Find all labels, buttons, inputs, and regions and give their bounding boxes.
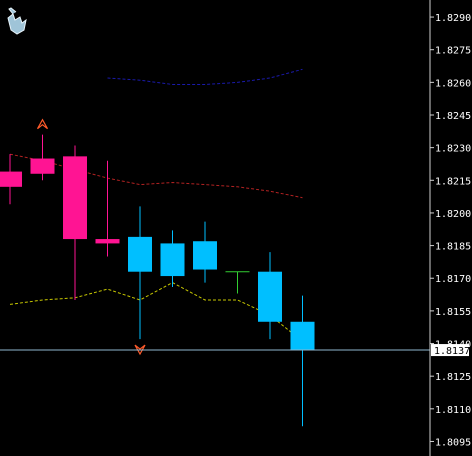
bollinger-bands: [9, 68, 303, 342]
signal-arrows: [36, 118, 146, 356]
price-axis-tick-label: 1.8230: [435, 144, 471, 155]
candle-body: [30, 158, 55, 174]
candle-body: [63, 156, 87, 240]
signal-arrow-up: [36, 118, 49, 130]
candle-body: [193, 241, 217, 270]
candle-body: [160, 243, 185, 277]
price-axis-tick-label: 1.8155: [435, 307, 471, 318]
candle: [63, 145, 87, 300]
signal-arrow-down: [134, 344, 146, 356]
price-axis-tick-label: 1.8215: [435, 176, 471, 187]
candle-body: [258, 271, 282, 322]
current-price-box: [431, 344, 469, 357]
price-axis: 1.8290 1.8275 1.8260 1.8245 1.8230 1.8215 1.82…: [430, 13, 471, 448]
current-price-label: 1.8137: [434, 346, 470, 357]
candles: [0, 134, 315, 427]
lower-band-line: [9, 282, 303, 342]
hand-cursor-icon[interactable]: [7, 7, 27, 35]
candle: [225, 271, 250, 294]
price-axis-tick-label: 1.8110: [435, 405, 471, 416]
candle: [30, 134, 55, 181]
price-axis-tick-label: 1.8095: [435, 437, 471, 448]
candle: [258, 252, 282, 340]
candle: [95, 160, 120, 257]
price-axis-tick-label: 1.8260: [435, 78, 471, 89]
candle-body: [290, 321, 315, 351]
candle-body: [128, 236, 152, 272]
candle: [290, 295, 315, 427]
current-price-marker: 1.8137: [431, 344, 470, 357]
candle: [128, 206, 152, 340]
candle: [160, 230, 185, 287]
candle: [0, 154, 22, 205]
price-axis-tick-label: 1.8185: [435, 242, 471, 253]
price-axis-tick-label: 1.8245: [435, 111, 471, 122]
candle: [193, 221, 217, 283]
price-axis-tick-label: 1.8125: [435, 372, 471, 383]
price-axis-tick-label: 1.8170: [435, 274, 471, 285]
price-axis-tick-label: 1.8290: [435, 13, 471, 24]
candle-body: [0, 171, 22, 187]
candle-body: [95, 239, 120, 244]
middle-band-line: [9, 153, 303, 199]
price-axis-tick-label: 1.8200: [435, 209, 471, 220]
upper-band-line: [107, 68, 303, 85]
price-axis-tick-label: 1.8275: [435, 46, 471, 57]
